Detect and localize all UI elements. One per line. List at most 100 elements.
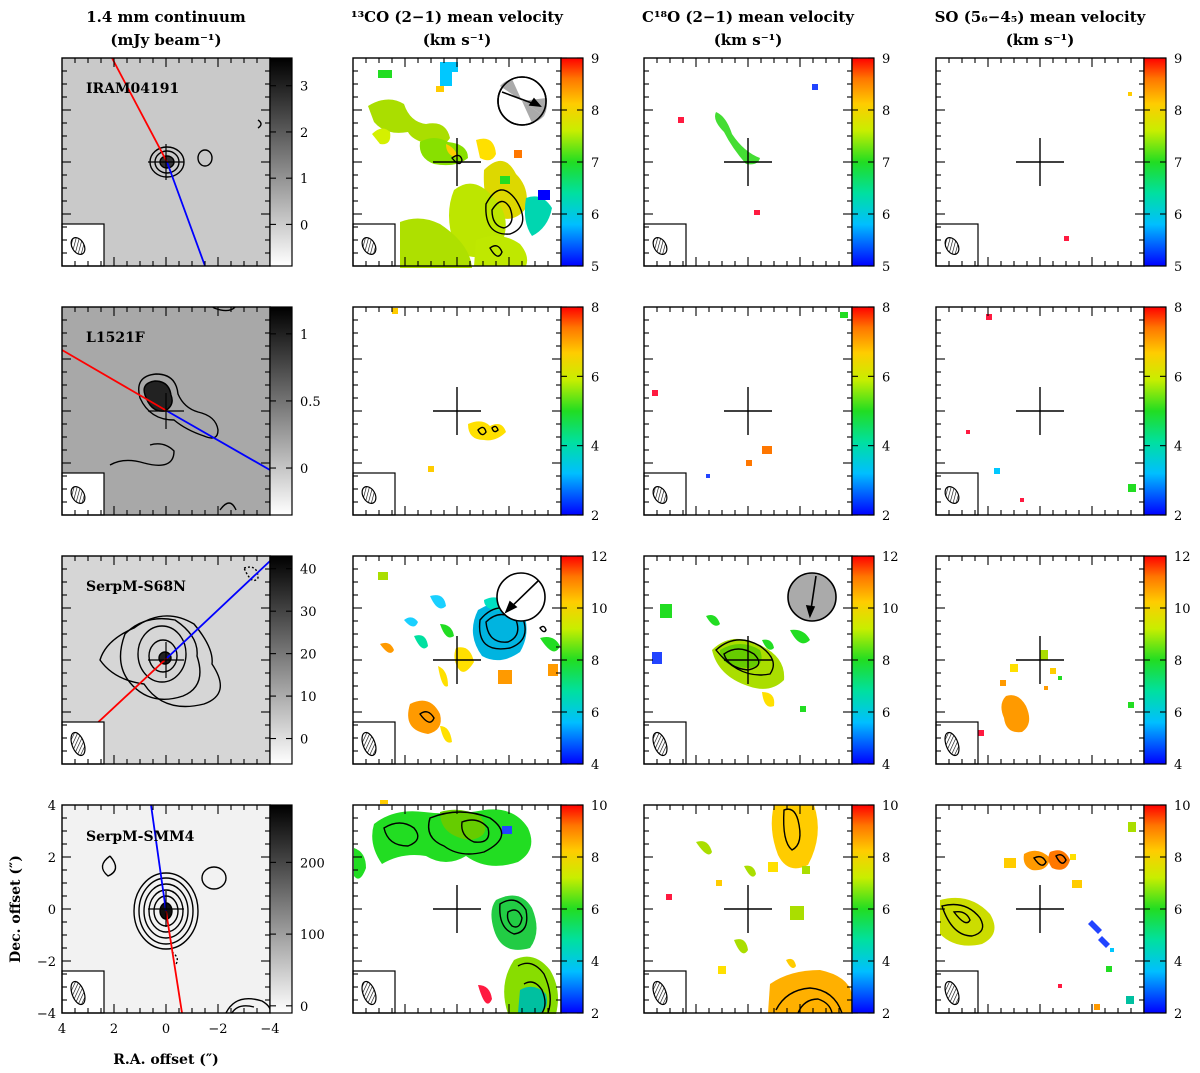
x-tick-label: −4 bbox=[260, 1022, 279, 1037]
beam-ellipse bbox=[944, 980, 960, 1006]
colorbar-tick-label: 8 bbox=[882, 851, 890, 866]
col-title-2-line1: ¹³CO (2−1) mean velocity bbox=[351, 8, 564, 26]
beam-ellipse bbox=[361, 980, 377, 1006]
colorbar-tick-label: 6 bbox=[1174, 903, 1182, 918]
colorbar-tick-label: 8 bbox=[591, 104, 599, 119]
source-label: L1521F bbox=[86, 330, 145, 346]
colorbar-tick-label: 6 bbox=[591, 370, 599, 385]
velocity-map-so-l1521f bbox=[966, 314, 1136, 502]
colorbar-tick-label: 12 bbox=[591, 550, 608, 565]
velocity-map-13co-s68n bbox=[378, 572, 560, 743]
y-tick-label: 4 bbox=[48, 799, 56, 814]
colorbar-tick-label: 0 bbox=[300, 733, 308, 748]
continuum-features-smm4 bbox=[101, 805, 270, 1013]
colorbar-tick-label: 5 bbox=[882, 260, 890, 275]
colorbar-tick-label: 20 bbox=[300, 648, 317, 663]
continuum-features-s68n bbox=[62, 560, 270, 757]
velocity-map-so-iram04191 bbox=[1064, 92, 1132, 241]
colorbar-tick-label: 2 bbox=[300, 126, 308, 141]
continuum-features-l1521f bbox=[62, 307, 270, 511]
colorbar-tick-label: 8 bbox=[1174, 654, 1182, 669]
beam-ellipse bbox=[361, 486, 377, 504]
colorbar bbox=[269, 57, 293, 267]
colorbar bbox=[851, 306, 875, 516]
colorbar-tick-label: 10 bbox=[591, 799, 608, 814]
colorbar-tick-label: 4 bbox=[882, 758, 890, 773]
colorbar-tick-label: 5 bbox=[591, 260, 599, 275]
y-tick-label: 2 bbox=[48, 851, 56, 866]
colorbar-tick-label: 6 bbox=[591, 706, 599, 721]
colorbar-tick-label: 10 bbox=[300, 690, 317, 705]
colorbar-tick-label: 0 bbox=[300, 1000, 308, 1015]
colorbar-tick-label: 8 bbox=[1174, 301, 1182, 316]
beam-ellipse bbox=[70, 486, 86, 504]
y-tick-label: −2 bbox=[37, 955, 56, 970]
colorbar-tick-label: 30 bbox=[300, 605, 317, 620]
x-axis-label: R.A. offset (″) bbox=[113, 1052, 219, 1068]
y-tick-label: −4 bbox=[37, 1007, 56, 1022]
x-tick-label: −2 bbox=[208, 1022, 227, 1037]
colorbar-tick-label: 8 bbox=[1174, 851, 1182, 866]
colorbar-tick-label: 8 bbox=[1174, 104, 1182, 119]
y-axis-label: Dec. offset (″) bbox=[8, 855, 24, 963]
colorbar-tick-label: 4 bbox=[1174, 440, 1182, 455]
beam-ellipse bbox=[652, 731, 668, 757]
colorbar-tick-label: 8 bbox=[591, 851, 599, 866]
colorbar-tick-label: 6 bbox=[591, 208, 599, 223]
colorbar bbox=[269, 804, 293, 1014]
colorbar-tick-label: 4 bbox=[591, 955, 599, 970]
colorbar-tick-label: 8 bbox=[882, 104, 890, 119]
velocity-map-so-s68n bbox=[978, 650, 1134, 736]
colorbar-tick-label: 12 bbox=[1174, 550, 1191, 565]
colorbar-tick-label: 0 bbox=[300, 218, 308, 233]
beam-ellipse bbox=[652, 237, 668, 255]
col-title-4-line1: SO (5₆−4₅) mean velocity bbox=[935, 8, 1147, 26]
colorbar-tick-label: 2 bbox=[591, 509, 599, 524]
colorbar-tick-label: 10 bbox=[882, 602, 899, 617]
colorbar-tick-label: 6 bbox=[882, 706, 890, 721]
colorbar-tick-label: 10 bbox=[1174, 799, 1191, 814]
beam-ellipse bbox=[70, 731, 86, 757]
colorbar-tick-label: 40 bbox=[300, 563, 317, 578]
colorbar-tick-label: 4 bbox=[1174, 758, 1182, 773]
colorbar-tick-label: 9 bbox=[591, 52, 599, 67]
colorbar-tick-label: 7 bbox=[882, 156, 890, 171]
rotation-indicator-13co-iram04191 bbox=[497, 76, 547, 126]
colorbar-tick-label: 6 bbox=[882, 903, 890, 918]
colorbar-tick-label: 6 bbox=[1174, 706, 1182, 721]
colorbar-tick-label: 6 bbox=[882, 208, 890, 223]
colorbar-tick-label: 8 bbox=[591, 654, 599, 669]
colorbar-tick-label: 200 bbox=[300, 856, 325, 871]
colorbar-tick-label: 6 bbox=[1174, 370, 1182, 385]
colorbar-tick-label: 0 bbox=[300, 462, 308, 477]
colorbar-tick-label: 6 bbox=[591, 903, 599, 918]
colorbar-tick-label: 10 bbox=[591, 602, 608, 617]
colorbar-tick-label: 1 bbox=[300, 172, 308, 187]
colorbar-tick-label: 12 bbox=[882, 550, 899, 565]
colorbar-tick-label: 8 bbox=[882, 654, 890, 669]
col-title-1-line1: 1.4 mm continuum bbox=[86, 8, 246, 26]
colorbar-tick-label: 5 bbox=[1174, 260, 1182, 275]
colorbar bbox=[1143, 306, 1167, 516]
colorbar-tick-label: 4 bbox=[591, 440, 599, 455]
colorbar-tick-label: 2 bbox=[591, 1007, 599, 1022]
col-title-1-line2: (mJy beam⁻¹) bbox=[110, 31, 221, 49]
colorbar bbox=[560, 306, 584, 516]
colorbar-tick-label: 9 bbox=[1174, 52, 1182, 67]
beam-ellipse bbox=[944, 486, 960, 504]
beam-ellipse bbox=[70, 237, 86, 255]
beam-ellipse bbox=[361, 237, 377, 255]
line-contours bbox=[383, 154, 1067, 1014]
velocity-map-13co-l1521f bbox=[392, 308, 506, 472]
colorbar bbox=[269, 306, 293, 516]
colorbar-tick-label: 8 bbox=[882, 301, 890, 316]
colorbar-tick-label: 7 bbox=[1174, 156, 1182, 171]
rotation-indicator-c18o-s68n bbox=[787, 572, 837, 622]
colorbar-tick-label: 0.5 bbox=[300, 395, 321, 410]
colorbar-tick-label: 7 bbox=[591, 156, 599, 171]
y-tick-label: 0 bbox=[48, 903, 56, 918]
colorbar-tick-label: 2 bbox=[882, 509, 890, 524]
x-tick-label: 2 bbox=[110, 1022, 118, 1037]
colorbar-tick-label: 2 bbox=[1174, 1007, 1182, 1022]
